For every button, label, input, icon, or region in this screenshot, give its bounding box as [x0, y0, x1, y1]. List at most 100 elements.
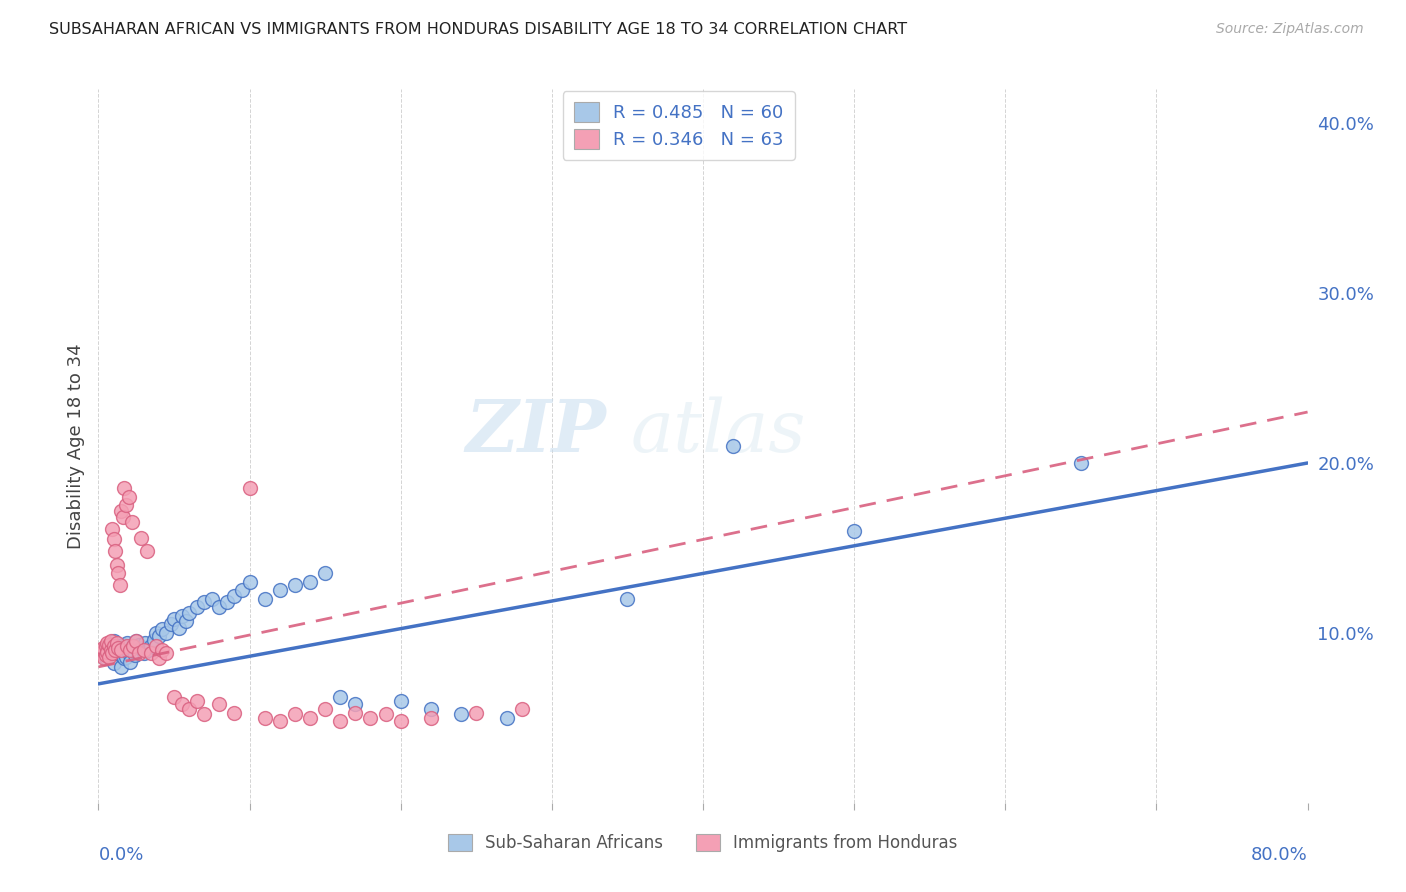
- Point: [122, 640, 145, 654]
- Point: [284, 578, 307, 592]
- Point: [129, 531, 152, 545]
- Point: [450, 707, 472, 722]
- Point: [121, 643, 143, 657]
- Point: [844, 524, 866, 538]
- Point: [253, 591, 276, 606]
- Point: [103, 640, 125, 654]
- Point: [253, 711, 276, 725]
- Point: [360, 711, 382, 725]
- Point: [495, 711, 517, 725]
- Point: [231, 583, 253, 598]
- Point: [96, 644, 118, 658]
- Point: [163, 612, 186, 626]
- Point: [100, 643, 122, 657]
- Point: [103, 634, 125, 648]
- Point: [150, 623, 173, 637]
- Text: SUBSAHARAN AFRICAN VS IMMIGRANTS FROM HONDURAS DISABILITY AGE 18 TO 34 CORRELATI: SUBSAHARAN AFRICAN VS IMMIGRANTS FROM HO…: [49, 22, 907, 37]
- Point: [167, 621, 190, 635]
- Point: [299, 574, 322, 589]
- Point: [112, 482, 135, 496]
- Point: [132, 643, 155, 657]
- Point: [510, 702, 533, 716]
- Point: [128, 638, 150, 652]
- Point: [112, 651, 135, 665]
- Point: [94, 651, 117, 665]
- Point: [150, 643, 173, 657]
- Text: Source: ZipAtlas.com: Source: ZipAtlas.com: [1216, 22, 1364, 37]
- Point: [186, 694, 208, 708]
- Text: ZIP: ZIP: [465, 396, 606, 467]
- Point: [110, 503, 132, 517]
- Point: [115, 636, 138, 650]
- Point: [723, 439, 745, 453]
- Point: [103, 533, 125, 547]
- Point: [174, 614, 197, 628]
- Point: [118, 646, 141, 660]
- Point: [100, 634, 122, 648]
- Text: 0.0%: 0.0%: [98, 846, 143, 863]
- Point: [224, 589, 246, 603]
- Point: [284, 707, 307, 722]
- Point: [179, 606, 201, 620]
- Point: [104, 643, 127, 657]
- Point: [91, 641, 114, 656]
- Point: [125, 634, 148, 648]
- Point: [193, 595, 215, 609]
- Point: [329, 714, 352, 729]
- Point: [98, 649, 121, 664]
- Point: [344, 706, 367, 720]
- Point: [136, 643, 159, 657]
- Point: [269, 714, 291, 729]
- Point: [143, 632, 166, 647]
- Point: [120, 655, 142, 669]
- Point: [170, 698, 193, 712]
- Point: [128, 646, 150, 660]
- Point: [110, 643, 132, 657]
- Text: 80.0%: 80.0%: [1251, 846, 1308, 863]
- Point: [148, 651, 170, 665]
- Point: [107, 640, 129, 654]
- Point: [155, 626, 177, 640]
- Point: [121, 516, 143, 530]
- Point: [125, 634, 148, 648]
- Point: [389, 694, 412, 708]
- Point: [148, 629, 170, 643]
- Point: [179, 702, 201, 716]
- Point: [145, 626, 167, 640]
- Point: [111, 638, 134, 652]
- Text: atlas: atlas: [630, 396, 806, 467]
- Point: [104, 544, 127, 558]
- Point: [420, 702, 443, 716]
- Point: [114, 641, 136, 656]
- Point: [201, 591, 224, 606]
- Point: [101, 522, 124, 536]
- Point: [163, 690, 186, 705]
- Point: [186, 600, 208, 615]
- Point: [160, 617, 183, 632]
- Point: [107, 641, 129, 656]
- Point: [103, 657, 125, 671]
- Point: [132, 646, 155, 660]
- Point: [299, 711, 322, 725]
- Point: [105, 558, 128, 572]
- Point: [96, 636, 118, 650]
- Point: [389, 714, 412, 729]
- Point: [155, 646, 177, 660]
- Point: [344, 698, 367, 712]
- Point: [105, 646, 128, 660]
- Point: [141, 646, 163, 660]
- Point: [215, 595, 238, 609]
- Y-axis label: Disability Age 18 to 34: Disability Age 18 to 34: [66, 343, 84, 549]
- Point: [170, 608, 193, 623]
- Point: [239, 482, 262, 496]
- Point: [100, 643, 122, 657]
- Legend: Sub-Saharan Africans, Immigrants from Honduras: Sub-Saharan Africans, Immigrants from Ho…: [441, 827, 965, 859]
- Point: [208, 600, 231, 615]
- Point: [374, 707, 396, 722]
- Point: [208, 698, 231, 712]
- Point: [110, 648, 132, 662]
- Point: [111, 510, 134, 524]
- Point: [101, 646, 124, 660]
- Point: [193, 707, 215, 722]
- Point: [145, 640, 167, 654]
